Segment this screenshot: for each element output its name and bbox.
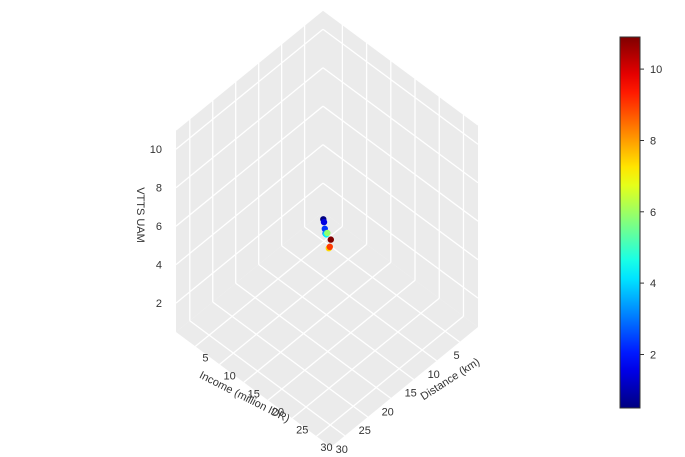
z-tick-label: 8 bbox=[156, 183, 162, 195]
wall-grid-z bbox=[175, 28, 324, 150]
floor-grid-y bbox=[243, 261, 392, 383]
floor-grid-y bbox=[291, 297, 440, 419]
grid-lines bbox=[175, 9, 479, 437]
colorbar-tick-label: 10 bbox=[650, 64, 662, 76]
floor-grid-y bbox=[267, 279, 416, 401]
colorbar-ticks: 2 4 6 8 10 bbox=[640, 64, 662, 362]
z-tick-label: 4 bbox=[156, 260, 162, 272]
floor-grid-y bbox=[219, 243, 368, 365]
z-tick-label: 6 bbox=[156, 221, 162, 233]
x-tick-label: 20 bbox=[382, 406, 394, 418]
floor-grid-x bbox=[235, 282, 392, 399]
pane-edge bbox=[175, 9, 324, 131]
colorbar-tick-label: 2 bbox=[650, 350, 656, 362]
x-tick-label: 25 bbox=[359, 425, 371, 437]
x-tick-label: 15 bbox=[405, 388, 417, 400]
y-tick-label: 5 bbox=[202, 352, 208, 364]
data-point bbox=[326, 243, 333, 250]
wall-grid-z bbox=[322, 144, 479, 261]
z-axis-label: VTTS UAM bbox=[134, 187, 146, 243]
y-tick-label: 10 bbox=[223, 370, 235, 382]
x-tick-label: 30 bbox=[336, 444, 348, 456]
colorbar-tick-label: 4 bbox=[650, 278, 656, 290]
data-point bbox=[327, 236, 334, 243]
colorbar: 2 4 6 8 10 bbox=[619, 36, 662, 409]
x-tick-label: 5 bbox=[454, 350, 460, 362]
wall-grid-z bbox=[175, 67, 324, 189]
data-points bbox=[320, 216, 334, 252]
colorbar-tick-label: 6 bbox=[650, 207, 656, 219]
y-tick-label: 20 bbox=[272, 406, 284, 418]
data-point bbox=[320, 218, 328, 226]
wall-grid-z bbox=[322, 105, 479, 222]
floor-grid-y bbox=[194, 225, 343, 347]
data-point bbox=[324, 229, 331, 237]
wall-grid-z bbox=[322, 67, 479, 184]
colorbar-gradient bbox=[619, 36, 641, 409]
z-tick-label: 2 bbox=[156, 298, 162, 310]
wall-grid-z bbox=[175, 182, 324, 304]
pane-edge bbox=[322, 9, 479, 126]
floor-grid-x bbox=[189, 320, 346, 437]
floor-grid-x bbox=[281, 245, 438, 362]
y-tick-label: 30 bbox=[320, 442, 332, 454]
floor-grid-x bbox=[212, 301, 369, 418]
floor-pane bbox=[176, 212, 478, 447]
floor-grid-y bbox=[316, 315, 464, 437]
wall-grid-z bbox=[175, 105, 324, 227]
tick-labels: 5 10 15 20 25 30 5 10 15 20 25 30 2 4 6 8 10 bbox=[150, 144, 460, 456]
wall-grid-z bbox=[175, 144, 324, 266]
colorbar-tick-label: 8 bbox=[650, 136, 656, 148]
floor-grid-x bbox=[258, 263, 415, 381]
y-tick-label: 25 bbox=[296, 424, 308, 436]
wall-grid-z bbox=[322, 28, 479, 145]
x-tick-label: 10 bbox=[428, 369, 440, 381]
y-tick-label: 15 bbox=[248, 388, 260, 400]
z-tick-label: 10 bbox=[150, 144, 162, 156]
wall-grid-z bbox=[322, 182, 479, 299]
